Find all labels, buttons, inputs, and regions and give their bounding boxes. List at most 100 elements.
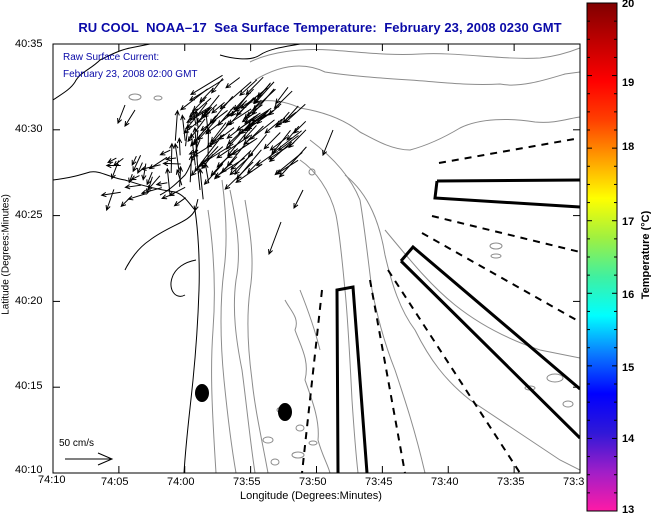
y-tick-label: 40:10 (15, 464, 43, 476)
current-vector (120, 196, 131, 208)
colorbar-ticks (587, 2, 617, 512)
current-vector (192, 115, 217, 145)
current-vector (197, 167, 204, 200)
colorbar-tick-label: 17 (622, 216, 635, 228)
current-vector (155, 181, 168, 187)
current-vector (199, 87, 214, 103)
current-vector (194, 140, 219, 172)
current-vector (235, 163, 263, 183)
current-vector (224, 161, 254, 190)
y-tick-label: 40:35 (15, 38, 43, 50)
current-vector (249, 125, 264, 141)
current-vector (105, 189, 115, 212)
colorbar-tick-label: 14 (622, 433, 635, 445)
current-vector (141, 163, 147, 181)
current-vector (214, 157, 245, 178)
survey-box-southeast (399, 244, 580, 440)
current-vector (124, 184, 142, 190)
current-vector (228, 97, 255, 126)
current-vector (165, 167, 171, 197)
x-tick-label: 73:3 (563, 476, 585, 488)
current-vector (162, 160, 181, 167)
coastline (53, 44, 301, 473)
x-tick-label: 74:00 (167, 476, 195, 488)
x-tick-label: 74:10 (38, 474, 66, 486)
x-tick-label: 74:05 (101, 476, 129, 488)
current-vector (117, 104, 126, 125)
colorbar-tick-label: 20 (622, 0, 635, 10)
colorbar-tick-label: 15 (622, 362, 635, 374)
x-tick-label: 73:55 (233, 476, 261, 488)
survey-boxes (335, 178, 580, 473)
current-vector (216, 134, 251, 159)
current-vector (110, 160, 120, 180)
current-vector (203, 108, 209, 132)
current-annotation-line1: Raw Surface Current: (63, 52, 160, 63)
colorbar-tick-label: 16 (622, 289, 635, 301)
y-tick-label: 40:15 (15, 380, 43, 392)
axis-ticks (52, 43, 581, 474)
current-vector (268, 221, 282, 256)
current-vector (203, 162, 210, 184)
y-tick-label: 40:25 (15, 209, 43, 221)
current-vector (251, 88, 275, 116)
current-vector (184, 123, 191, 147)
current-vector (176, 137, 183, 156)
current-vector (128, 173, 134, 184)
y-tick-label: 40:30 (15, 123, 43, 135)
current-vector (148, 156, 168, 170)
x-tick-label: 73:45 (365, 476, 393, 488)
current-vector (137, 162, 143, 174)
current-vector (269, 136, 288, 151)
survey-box-south (335, 285, 369, 473)
current-vector (146, 171, 153, 186)
scale-arrow-label: 50 cm/s (59, 438, 95, 449)
current-vector (209, 121, 231, 146)
bathymetry-contours (128, 47, 580, 473)
buoy-marker (278, 403, 292, 421)
current-vector (216, 148, 239, 168)
current-vector (274, 111, 297, 128)
current-vector (227, 131, 242, 145)
current-vector (188, 149, 199, 155)
current-vector (264, 118, 283, 134)
x-tick-label: 73:35 (497, 476, 525, 488)
x-tick-label: 73:50 (299, 476, 327, 488)
current-vector (278, 146, 307, 178)
colorbar (586, 2, 618, 512)
current-vector (233, 88, 254, 111)
scale-arrow (65, 452, 114, 466)
colorbar-tick-label: 18 (622, 141, 635, 153)
current-vector (165, 156, 177, 162)
current-vector (131, 155, 137, 166)
current-vector (189, 132, 196, 166)
current-vector (188, 154, 194, 183)
current-vector (193, 199, 199, 212)
current-vector (159, 149, 171, 156)
current-vector (124, 109, 136, 127)
colorbar-tick-label: 19 (622, 77, 635, 89)
current-vector (250, 107, 272, 122)
current-vector (219, 81, 252, 110)
current-vector (145, 176, 153, 195)
current-vector (161, 193, 175, 200)
current-vector (247, 134, 267, 158)
plot-area (53, 44, 580, 473)
current-vector (100, 191, 121, 198)
figure-title: RU COOL NOAA–17 Sea Surface Temperature:… (78, 20, 562, 35)
current-vector (180, 114, 186, 141)
current-vector (277, 135, 299, 152)
current-vector (203, 163, 224, 186)
current-vector (244, 99, 262, 120)
current-vector (174, 109, 180, 141)
current-vector (293, 189, 304, 210)
current-vector (130, 175, 140, 181)
current-vector (107, 157, 117, 163)
current-vector (105, 162, 121, 169)
colorbar-tick-label: 13 (622, 504, 635, 516)
survey-box-east (433, 178, 580, 209)
current-vector (179, 88, 208, 111)
current-annotation-line2: February 23, 2008 02:00 GMT (63, 69, 198, 80)
current-vector (246, 159, 261, 174)
